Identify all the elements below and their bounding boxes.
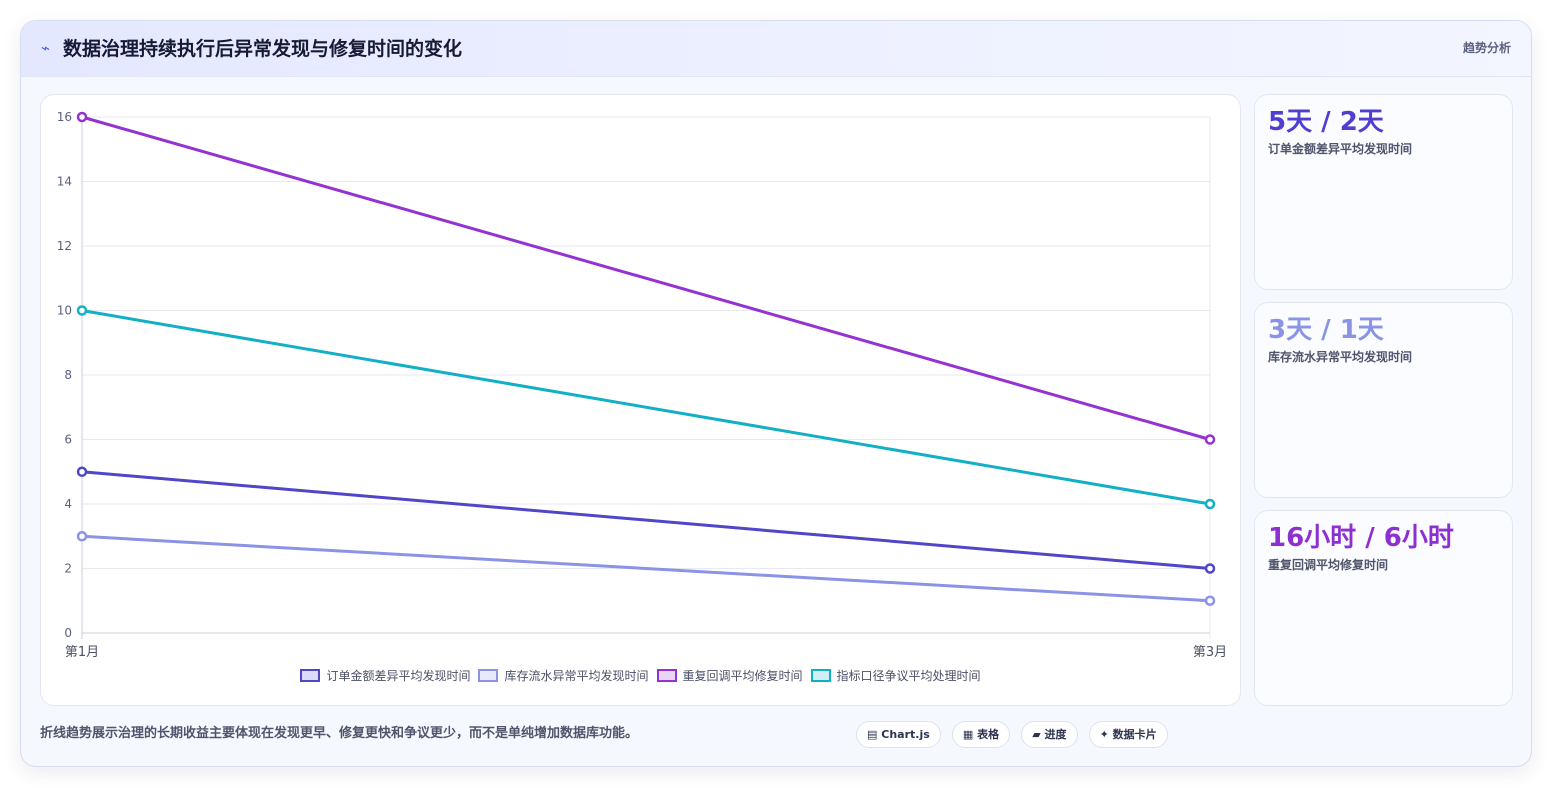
legend-item[interactable]: 重复回调平均修复时间 xyxy=(656,667,803,684)
page-title: 数据治理持续执行后异常发现与修复时间的变化 xyxy=(63,38,463,60)
chart-legend: 订单金额差异平均发现时间 库存流水异常平均发现时间 重复回调平均修复时间 指标口径争议… xyxy=(41,667,1240,687)
chart-card: ⌁ 数据治理持续执行后异常发现与修复时间的变化 趋势分析 0 2 4 6 8 10 12 14… xyxy=(20,20,1532,767)
y-tick-label: 8 xyxy=(64,368,72,382)
legend-item[interactable]: 库存流水异常平均发现时间 xyxy=(478,667,649,684)
pill-label: Chart.js xyxy=(881,728,930,741)
stat-card-callback: 16小时 / 6小时 重复回调平均修复时间 xyxy=(1254,510,1513,706)
data-point xyxy=(76,531,88,542)
stat-label: 重复回调平均修复时间 xyxy=(1268,558,1389,572)
y-tick-label: 10 xyxy=(57,304,72,318)
data-point xyxy=(76,466,88,477)
legend-item[interactable]: 指标口径争议平均处理时间 xyxy=(810,667,981,684)
y-tick-label: 16 xyxy=(57,110,72,124)
x-tick-label: 第1月 xyxy=(65,645,99,660)
data-point xyxy=(1204,498,1216,510)
legend-swatch xyxy=(478,669,499,682)
pill-progress[interactable]: ▰ 进度 xyxy=(1021,721,1078,748)
data-point xyxy=(76,111,88,123)
legend-item[interactable]: 订单金额差异平均发现时间 xyxy=(300,667,470,684)
pill-label: 进度 xyxy=(1044,728,1067,741)
legend-swatch xyxy=(810,669,831,682)
tech-pills: ▤ Chart.js ▦ 表格 ▰ 进度 ✦ 数据卡片 xyxy=(856,721,1174,749)
pill-label: 表格 xyxy=(977,728,1000,741)
series-line xyxy=(81,534,1211,603)
y-tick-label: 4 xyxy=(64,497,72,511)
series-line xyxy=(81,470,1211,570)
data-point xyxy=(76,305,88,316)
y-tick-label: 0 xyxy=(64,626,72,640)
stat-value: 16小时 / 6小时 xyxy=(1268,523,1454,553)
data-point xyxy=(1204,434,1216,445)
y-tick-label: 2 xyxy=(64,562,72,576)
pill-table[interactable]: ▦ 表格 xyxy=(951,721,1011,748)
header-tag: 趋势分析 xyxy=(1462,41,1511,55)
y-tick-label: 14 xyxy=(57,175,72,189)
chart-panel: 0 2 4 6 8 10 12 14 16 第1月 第3月 订单金额差异平均发现时间 库存流水异常平均… xyxy=(40,94,1241,706)
table-icon: ▦ xyxy=(962,728,974,741)
legend-label: 订单金额差异平均发现时间 xyxy=(326,669,471,683)
legend-swatch xyxy=(656,669,677,682)
series-line xyxy=(81,115,1211,441)
x-tick-label: 第3月 xyxy=(1193,645,1227,660)
legend-label: 重复回调平均修复时间 xyxy=(682,669,803,683)
legend-label: 库存流水异常平均发现时间 xyxy=(504,669,649,683)
lightning-icon: ⌁ xyxy=(41,39,51,57)
y-tick-label: 6 xyxy=(64,433,72,447)
footer-note: 折线趋势展示治理的长期收益主要体现在发现更早、修复更快和争议更少，而不是单纯增加… xyxy=(40,726,639,741)
y-tick-label: 12 xyxy=(57,239,72,253)
card-header: ⌁ 数据治理持续执行后异常发现与修复时间的变化 趋势分析 xyxy=(21,21,1531,77)
data-point xyxy=(1204,595,1216,606)
line-chart: 0 2 4 6 8 10 12 14 16 第1月 第3月 xyxy=(57,110,1227,660)
sparkle-icon: ✦ xyxy=(1099,728,1109,741)
chart-icon: ▤ xyxy=(867,728,878,741)
series-line xyxy=(81,309,1211,506)
stat-value: 3天 / 1天 xyxy=(1268,315,1384,345)
data-point xyxy=(1204,563,1216,574)
legend-swatch xyxy=(300,669,321,682)
stat-card-inventory: 3天 / 1天 库存流水异常平均发现时间 xyxy=(1254,302,1513,498)
pill-data-card[interactable]: ✦ 数据卡片 xyxy=(1088,721,1168,748)
stat-label: 订单金额差异平均发现时间 xyxy=(1268,142,1413,156)
progress-icon: ▰ xyxy=(1032,728,1041,741)
legend-label: 指标口径争议平均处理时间 xyxy=(836,669,981,683)
stat-value: 5天 / 2天 xyxy=(1268,107,1384,137)
stat-card-order: 5天 / 2天 订单金额差异平均发现时间 xyxy=(1254,94,1513,290)
pill-label: 数据卡片 xyxy=(1112,728,1157,741)
stat-label: 库存流水异常平均发现时间 xyxy=(1268,350,1413,364)
pill-chartjs[interactable]: ▤ Chart.js xyxy=(856,721,941,748)
